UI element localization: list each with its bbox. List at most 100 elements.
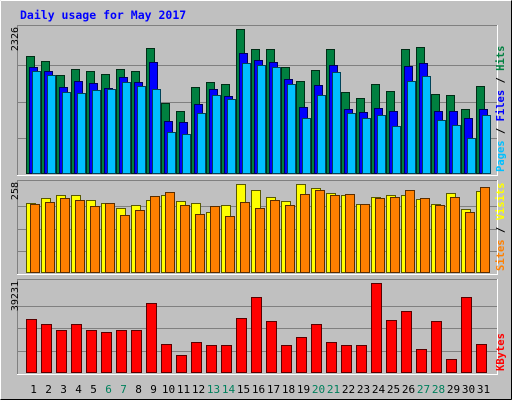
bar-pages-day-9 <box>152 89 161 174</box>
bar-kbytes-day-31 <box>476 344 487 373</box>
x-tick-label-day-3: 3 <box>60 383 67 396</box>
bar-kbytes-day-13 <box>206 345 217 373</box>
bar-pages-day-18 <box>287 84 296 174</box>
bar-kbytes-day-27 <box>416 349 427 373</box>
bar-kbytes-day-10 <box>161 344 172 373</box>
x-tick-label-day-27: 27 <box>417 383 430 396</box>
bar-pages-day-6 <box>107 89 116 174</box>
x-tick-label-day-28: 28 <box>432 383 445 396</box>
bar-kbytes-day-19 <box>296 337 307 373</box>
bar-kbytes-day-9 <box>146 303 157 373</box>
bar-sites-day-22 <box>345 194 355 273</box>
x-tick-label-day-15: 15 <box>237 383 250 396</box>
panel-series-labels: Pages / Files / Hits <box>495 46 507 172</box>
x-tick-label-day-31: 31 <box>477 383 490 396</box>
bar-sites-day-18 <box>285 205 295 273</box>
series-label-0: Pages <box>495 140 507 172</box>
x-tick-label-day-24: 24 <box>372 383 386 396</box>
bar-sites-day-17 <box>270 200 280 273</box>
bar-sites-day-20 <box>315 190 325 273</box>
bar-kbytes-day-5 <box>86 330 97 373</box>
x-tick-label-day-12: 12 <box>192 383 205 396</box>
x-tick-label-day-11: 11 <box>177 383 190 396</box>
series-label-1: / <box>495 220 507 239</box>
bar-sites-day-7 <box>120 215 130 273</box>
panel-max-label: 39231 <box>10 281 21 311</box>
bar-kbytes-day-1 <box>26 319 37 373</box>
bar-sites-day-3 <box>60 198 70 273</box>
bar-kbytes-day-12 <box>191 342 202 373</box>
bar-sites-day-30 <box>465 212 475 273</box>
bar-pages-day-14 <box>227 99 236 174</box>
bar-sites-day-25 <box>390 197 400 273</box>
bar-pages-day-29 <box>452 125 461 174</box>
x-tick-label-day-7: 7 <box>120 383 127 396</box>
bar-pages-day-3 <box>62 92 71 174</box>
bar-kbytes-day-30 <box>461 297 472 373</box>
x-tick-label-day-19: 19 <box>297 383 310 396</box>
bar-pages-day-8 <box>137 86 146 174</box>
bar-pages-day-31 <box>482 115 491 174</box>
bar-pages-day-25 <box>392 126 401 174</box>
bar-kbytes-day-3 <box>56 330 67 373</box>
x-tick-label-day-13: 13 <box>207 383 220 396</box>
bar-sites-day-28 <box>435 205 445 273</box>
bar-sites-day-15 <box>240 202 250 273</box>
bar-pages-day-10 <box>167 132 176 174</box>
bar-sites-day-11 <box>180 205 190 273</box>
bar-sites-day-21 <box>330 195 340 273</box>
bar-pages-day-21 <box>332 72 341 174</box>
bar-sites-day-8 <box>135 210 145 273</box>
x-tick-label-day-23: 23 <box>357 383 370 396</box>
bar-sites-day-13 <box>210 206 220 273</box>
bar-kbytes-day-11 <box>176 355 187 373</box>
bar-pages-day-30 <box>467 138 476 174</box>
chart-panels: 2326 Pages / Files / Hits 258 Sites / Visit… <box>10 25 507 375</box>
panel-series-labels: KBytes <box>495 333 507 371</box>
bar-sites-day-31 <box>480 187 490 273</box>
bar-kbytes-day-18 <box>281 345 292 373</box>
bar-pages-day-20 <box>317 95 326 174</box>
bar-sites-day-29 <box>450 197 460 273</box>
x-tick-label-day-2: 2 <box>45 383 52 396</box>
x-tick-label-day-20: 20 <box>312 383 325 396</box>
series-label-2: Files <box>495 90 507 122</box>
bar-pages-day-28 <box>437 120 446 174</box>
bar-sites-day-10 <box>165 192 175 273</box>
panel-max-label: 2326 <box>10 27 21 51</box>
series-label-0: Sites <box>495 239 507 271</box>
x-tick-label-day-21: 21 <box>327 383 340 396</box>
bar-kbytes-day-29 <box>446 359 457 373</box>
bar-sites-day-6 <box>105 203 115 273</box>
x-tick-label-day-25: 25 <box>387 383 400 396</box>
series-label-3: / <box>495 71 507 90</box>
panel-hits-files-pages: 2326 Pages / Files / Hits <box>10 25 507 176</box>
bar-sites-day-24 <box>375 198 385 273</box>
x-axis-labels: 1 2 3 4 5 6 7 8 9 10 11 12 13 14 15 16 17 18 19 20 21 22 23 24 2… <box>30 383 490 396</box>
bar-kbytes-day-22 <box>341 345 352 373</box>
bar-pages-day-1 <box>32 71 41 174</box>
panel-kbytes: 39231 KBytes <box>10 279 507 375</box>
x-tick-label-day-30: 30 <box>462 383 475 396</box>
bar-pages-day-17 <box>272 67 281 174</box>
x-tick-label-day-5: 5 <box>90 383 97 396</box>
x-tick-label-day-1: 1 <box>30 383 37 396</box>
series-label-4: Hits <box>495 46 507 71</box>
bar-sites-day-23 <box>360 204 370 273</box>
bar-kbytes-day-17 <box>266 321 277 373</box>
x-tick-label-day-16: 16 <box>252 383 265 396</box>
bar-kbytes-day-15 <box>236 318 247 373</box>
x-tick-label-day-9: 9 <box>150 383 157 396</box>
bar-pages-day-15 <box>242 63 251 174</box>
x-tick-label-day-10: 10 <box>162 383 175 396</box>
bar-pages-day-26 <box>407 81 416 174</box>
chart-title: Daily usage for May 2017 <box>20 8 186 22</box>
panel-visits-sites: 258 Sites / Visits <box>10 180 507 275</box>
bar-sites-day-9 <box>150 196 160 273</box>
series-sites <box>30 187 490 273</box>
series-label-1: / <box>495 121 507 140</box>
bar-pages-day-19 <box>302 118 311 174</box>
bar-kbytes-day-24 <box>371 283 382 373</box>
bar-sites-day-4 <box>75 200 85 273</box>
series-label-2: Visits <box>495 182 507 220</box>
